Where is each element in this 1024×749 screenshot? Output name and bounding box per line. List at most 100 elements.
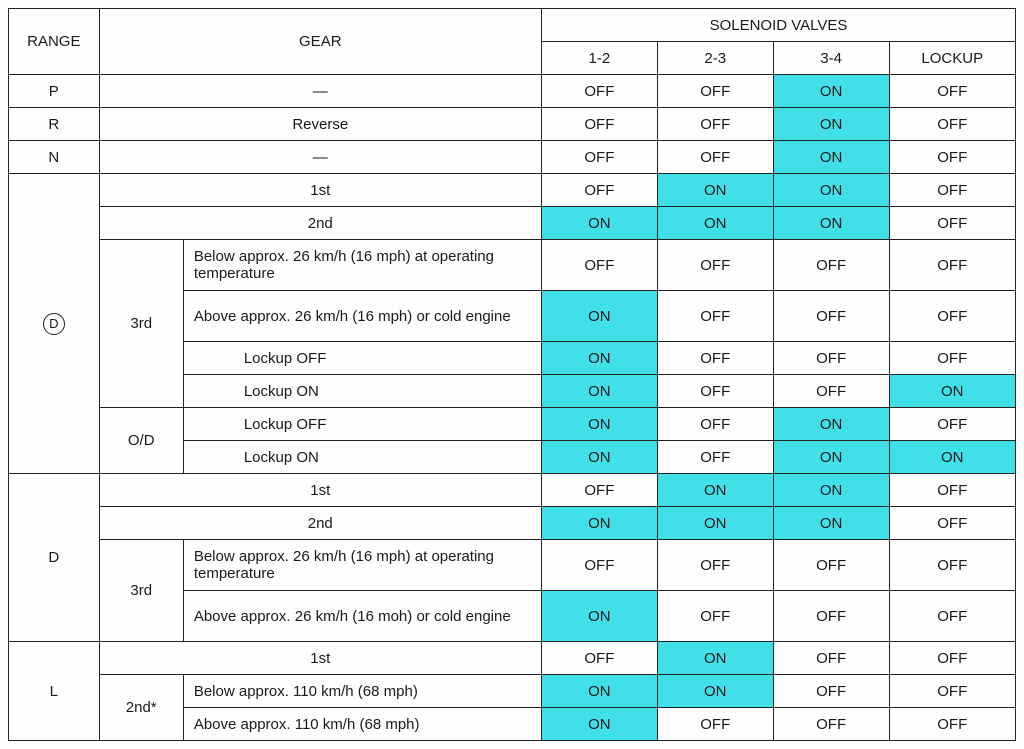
sv-cell: OFF: [773, 642, 889, 675]
sv-cell: OFF: [657, 591, 773, 642]
sv-cell: ON: [541, 342, 657, 375]
gear-sub-cell: 3rd: [99, 540, 183, 642]
gear-sub-cell: 2nd*: [99, 675, 183, 741]
sv-cell: OFF: [541, 108, 657, 141]
sv-cell: OFF: [889, 75, 1015, 108]
sv-cell: ON: [541, 591, 657, 642]
sv-cell: OFF: [657, 240, 773, 291]
sv-cell: OFF: [541, 474, 657, 507]
gear-sub-cell: O/D: [99, 408, 183, 474]
gear-cell: —: [99, 141, 541, 174]
gear-condition-cell: Lockup OFF: [183, 408, 541, 441]
table-row: P — OFF OFF ON OFF: [9, 75, 1016, 108]
sv-cell: OFF: [889, 540, 1015, 591]
sv-cell: OFF: [889, 342, 1015, 375]
sv-cell: OFF: [773, 291, 889, 342]
sv-cell: OFF: [541, 642, 657, 675]
sv-cell: ON: [541, 207, 657, 240]
sv-cell: OFF: [657, 375, 773, 408]
table-row: 3rd Below approx. 26 km/h (16 mph) at op…: [9, 240, 1016, 291]
header-sv-2-3: 2-3: [657, 42, 773, 75]
gear-cell: —: [99, 75, 541, 108]
sv-cell: ON: [773, 141, 889, 174]
range-cell-d-circled: D: [9, 174, 100, 474]
table-row: D 1st OFF ON ON OFF: [9, 474, 1016, 507]
gear-condition-cell: Above approx. 110 km/h (68 mph): [183, 708, 541, 741]
header-lockup: LOCKUP: [889, 42, 1015, 75]
header-sv-3-4: 3-4: [773, 42, 889, 75]
sv-cell: ON: [773, 474, 889, 507]
sv-cell: ON: [657, 642, 773, 675]
sv-cell: ON: [541, 708, 657, 741]
gear-cell: 2nd: [99, 207, 541, 240]
sv-cell: ON: [773, 75, 889, 108]
circled-d-icon: D: [43, 313, 65, 335]
table-row: 2nd ON ON ON OFF: [9, 207, 1016, 240]
range-cell-r: R: [9, 108, 100, 141]
sv-cell: OFF: [657, 408, 773, 441]
sv-cell: ON: [773, 108, 889, 141]
table-row: O/D Lockup OFF ON OFF ON OFF: [9, 408, 1016, 441]
gear-cell: Reverse: [99, 108, 541, 141]
sv-cell: OFF: [657, 108, 773, 141]
sv-cell: OFF: [773, 540, 889, 591]
table-row: 3rd Below approx. 26 km/h (16 mph) at op…: [9, 540, 1016, 591]
sv-cell: OFF: [889, 591, 1015, 642]
gear-condition-cell: Below approx. 26 km/h (16 mph) at operat…: [183, 540, 541, 591]
sv-cell: ON: [541, 507, 657, 540]
sv-cell: OFF: [773, 342, 889, 375]
gear-condition-cell: Lockup ON: [183, 441, 541, 474]
sv-cell: OFF: [657, 540, 773, 591]
header-solenoid-valves: SOLENOID VALVES: [541, 9, 1015, 42]
gear-cell: 1st: [99, 474, 541, 507]
sv-cell: OFF: [773, 240, 889, 291]
gear-sub-cell: 3rd: [99, 240, 183, 408]
sv-cell: OFF: [773, 675, 889, 708]
sv-cell: ON: [541, 675, 657, 708]
sv-cell: OFF: [889, 408, 1015, 441]
gear-cell: 2nd: [99, 507, 541, 540]
sv-cell: OFF: [773, 375, 889, 408]
sv-cell: OFF: [773, 591, 889, 642]
gear-cell: 1st: [99, 174, 541, 207]
sv-cell: ON: [889, 441, 1015, 474]
sv-cell: OFF: [889, 708, 1015, 741]
sv-cell: OFF: [541, 174, 657, 207]
sv-cell: ON: [657, 174, 773, 207]
gear-condition-cell: Above approx. 26 km/h (16 moh) or cold e…: [183, 591, 541, 642]
header-gear: GEAR: [99, 9, 541, 75]
header-range: RANGE: [9, 9, 100, 75]
gear-cell: 1st: [99, 642, 541, 675]
sv-cell: OFF: [657, 342, 773, 375]
sv-cell: ON: [773, 441, 889, 474]
sv-cell: OFF: [889, 108, 1015, 141]
header-sv-1-2: 1-2: [541, 42, 657, 75]
table-row: D 1st OFF ON ON OFF: [9, 174, 1016, 207]
solenoid-valve-table: RANGE GEAR SOLENOID VALVES 1-2 2-3 3-4 L…: [8, 8, 1016, 741]
sv-cell: ON: [657, 474, 773, 507]
sv-cell: ON: [541, 375, 657, 408]
table-row: L 1st OFF ON OFF OFF: [9, 642, 1016, 675]
sv-cell: ON: [773, 408, 889, 441]
table-row: N — OFF OFF ON OFF: [9, 141, 1016, 174]
sv-cell: OFF: [657, 708, 773, 741]
sv-cell: ON: [541, 408, 657, 441]
range-cell-d: D: [9, 474, 100, 642]
range-cell-p: P: [9, 75, 100, 108]
table-row: R Reverse OFF OFF ON OFF: [9, 108, 1016, 141]
sv-cell: OFF: [541, 75, 657, 108]
sv-cell: ON: [541, 441, 657, 474]
sv-cell: ON: [889, 375, 1015, 408]
sv-cell: OFF: [889, 507, 1015, 540]
sv-cell: OFF: [773, 708, 889, 741]
gear-condition-cell: Above approx. 26 km/h (16 mph) or cold e…: [183, 291, 541, 342]
sv-cell: OFF: [889, 642, 1015, 675]
sv-cell: OFF: [657, 291, 773, 342]
gear-condition-cell: Lockup OFF: [183, 342, 541, 375]
sv-cell: ON: [541, 291, 657, 342]
sv-cell: OFF: [657, 441, 773, 474]
sv-cell: OFF: [541, 540, 657, 591]
sv-cell: OFF: [889, 174, 1015, 207]
sv-cell: ON: [773, 207, 889, 240]
sv-cell: ON: [773, 174, 889, 207]
